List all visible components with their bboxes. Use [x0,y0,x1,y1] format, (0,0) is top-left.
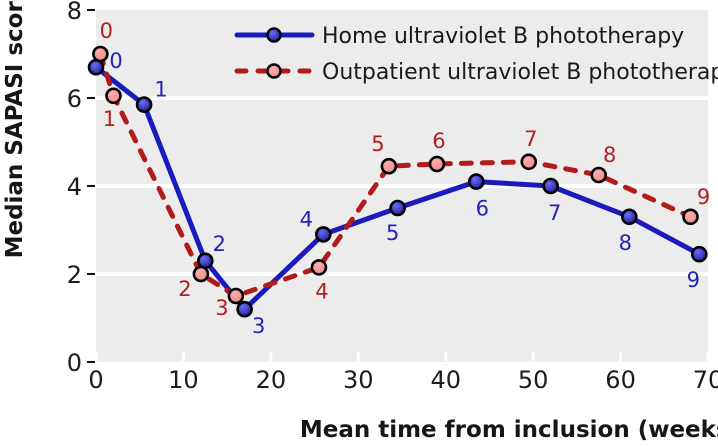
x-axis-title: Mean time from inclusion (weeks) [300,417,718,443]
x-tick-label-60: 60 [605,366,636,394]
x-tick-label-10: 10 [168,366,199,394]
data-point-home-9 [690,245,708,263]
data-point-home-5 [389,199,406,217]
x-tick-label-0: 0 [88,366,103,394]
point-label-home-8: 8 [619,231,632,255]
point-label-outpatient-1: 1 [103,107,116,131]
point-label-home-9: 9 [687,268,700,292]
point-label-outpatient-0: 0 [100,19,113,43]
legend-label-outpatient: Outpatient ultraviolet B phototherapy [322,60,718,85]
point-label-home-2: 2 [213,232,226,256]
point-label-outpatient-4: 4 [315,279,328,303]
x-tick-label-30: 30 [343,366,374,394]
y-tick-label-2: 2 [67,261,82,289]
y-tick-label-4: 4 [67,173,82,201]
data-point-outpatient-9 [682,208,699,226]
y-tick-label-8: 8 [67,0,82,25]
point-label-outpatient-5: 5 [371,132,384,156]
point-label-outpatient-7: 7 [524,127,537,151]
data-point-home-0 [87,58,105,76]
point-label-home-3: 3 [252,314,265,338]
series-line-outpatient [97,51,694,299]
data-point-home-3 [236,300,253,318]
data-point-outpatient-0 [92,45,109,63]
data-point-home-1 [135,96,153,113]
data-point-outpatient-2 [192,265,210,283]
data-point-home-4 [315,226,332,243]
data-series [87,45,708,318]
data-point-home-8 [621,208,638,226]
legend-line-samples [234,27,315,79]
series-line-home [93,64,702,312]
data-point-outpatient-6 [428,155,446,173]
data-point-outpatient-3 [227,287,245,305]
point-label-outpatient-9: 9 [697,185,710,209]
legend-sample-marker-outpatient [266,63,282,79]
y-tick-label-0: 0 [67,349,82,377]
point-label-home-0: 0 [109,49,122,73]
point-label-outpatient-2: 2 [178,277,191,301]
x-tick-label-40: 40 [430,366,461,394]
data-point-outpatient-4 [310,259,328,276]
x-tick-label-50: 50 [518,366,549,394]
legend-label-home: Home ultraviolet B phototherapy [322,24,684,49]
point-label-home-4: 4 [300,207,313,231]
data-point-home-2 [196,252,214,270]
point-label-outpatient-6: 6 [432,129,445,153]
legend-sample-marker-home [266,27,282,43]
point-label-home-5: 5 [386,221,399,245]
point-label-home-1: 1 [154,78,167,102]
data-point-outpatient-5 [380,157,398,175]
data-point-outpatient-7 [520,153,538,171]
data-point-outpatient-8 [590,166,608,184]
point-label-outpatient-8: 8 [603,143,616,167]
data-point-home-7 [542,177,559,195]
point-label-home-6: 6 [476,197,489,221]
y-tick-label-6: 6 [67,85,82,113]
x-tick-label-20: 20 [256,366,287,394]
data-point-outpatient-1 [105,87,122,105]
point-label-outpatient-3: 3 [215,296,228,320]
data-point-home-6 [468,173,485,190]
legend: Home ultraviolet B phototherapy Outpatie… [234,24,718,85]
y-axis-title: Median SAPASI score [2,0,28,258]
x-tick-label-70: 70 [693,366,718,394]
point-label-home-7: 7 [548,201,561,225]
